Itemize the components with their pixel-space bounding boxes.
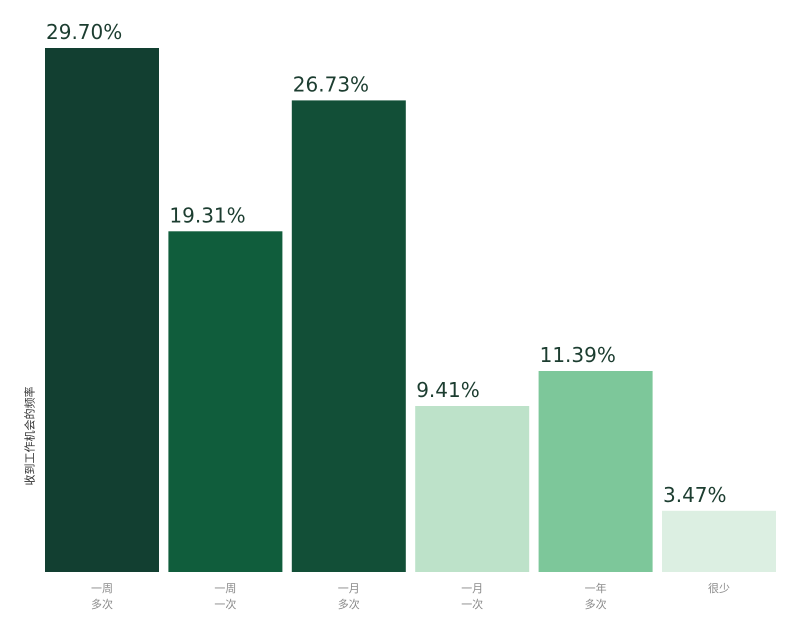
bar-value-label: 29.70% xyxy=(46,20,122,44)
x-tick-label: 一次 xyxy=(461,597,483,611)
y-axis-label: 收到工作机会的频率 xyxy=(14,300,44,572)
bar xyxy=(291,100,406,573)
bar-value-label: 26.73% xyxy=(293,72,369,96)
x-tick-label: 一周 xyxy=(214,582,236,595)
bar-value-label: 19.31% xyxy=(169,203,245,227)
x-tick-label: 一次 xyxy=(214,597,236,611)
bars-group xyxy=(45,48,776,573)
y-axis-label-text: 收到工作机会的频率 xyxy=(23,386,36,486)
bar xyxy=(45,48,159,572)
x-tick-label: 一月 xyxy=(338,582,360,595)
bar-value-label: 9.41% xyxy=(416,378,480,402)
bar xyxy=(415,406,530,572)
x-tick-label: 一周 xyxy=(91,582,113,595)
bar xyxy=(168,231,283,573)
bar xyxy=(538,371,653,572)
bar-value-label: 3.47% xyxy=(663,483,727,507)
x-tick-label: 多次 xyxy=(338,597,360,611)
bar xyxy=(662,510,776,572)
x-tick-label: 一月 xyxy=(461,582,483,595)
x-tick-label: 多次 xyxy=(91,597,113,611)
value-labels-group: 29.70% 19.31% 26.73% 9.41% 11.39% 3.47% xyxy=(46,20,727,507)
x-tick-label: 一年 xyxy=(585,581,607,595)
x-tick-label: 很少 xyxy=(708,581,730,595)
x-tick-label: 多次 xyxy=(585,597,607,611)
bar-value-label: 11.39% xyxy=(540,343,616,367)
